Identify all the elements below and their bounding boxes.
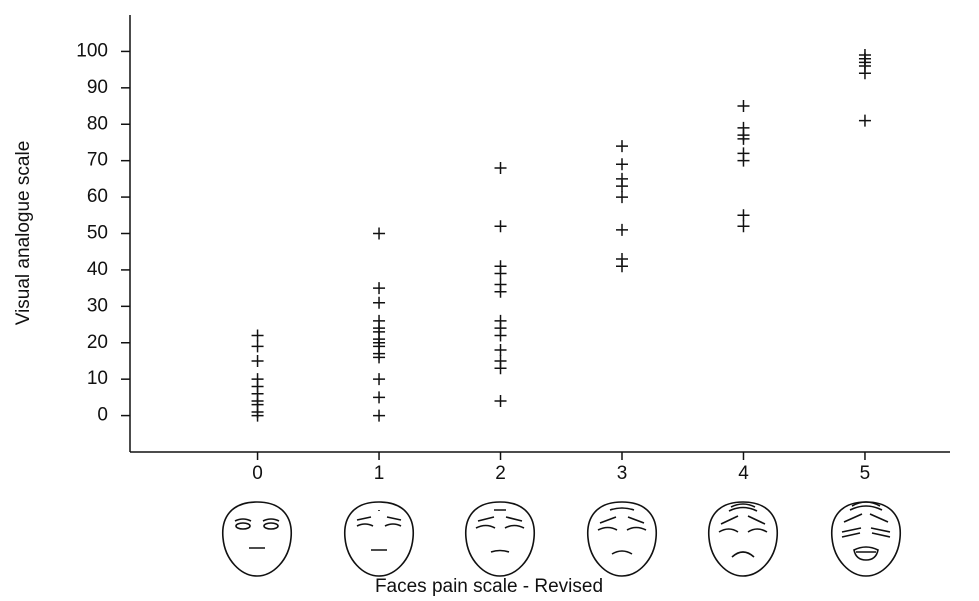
y-axis-label: Visual analogue scale [13,141,34,326]
point [495,162,507,174]
point [373,297,385,309]
face-icon [345,502,413,576]
point [616,191,628,203]
point [495,220,507,232]
face-icon [709,502,777,576]
point [373,228,385,240]
x-tick-label: 2 [495,463,506,484]
point [373,410,385,422]
y-tick-label: 0 [97,405,108,426]
y-tick-label: 100 [76,40,108,61]
point [737,209,749,221]
point [737,220,749,232]
face-icon [588,502,656,576]
y-tick-label: 20 [87,332,108,353]
y-tick-label: 60 [87,186,108,207]
point [373,373,385,385]
point [495,344,507,356]
y-tick-label: 30 [87,295,108,316]
point [495,395,507,407]
x-tick-label: 4 [738,463,749,484]
x-tick-label: 1 [374,463,385,484]
point [616,158,628,170]
point [616,260,628,272]
point [252,340,264,352]
y-tick-label: 70 [87,150,108,171]
y-tick-label: 40 [87,259,108,280]
face-icon [832,502,900,576]
point [616,140,628,152]
y-tick-label: 90 [87,77,108,98]
point [737,155,749,167]
x-tick-label: 3 [617,463,628,484]
point [859,67,871,79]
face-icon [223,502,291,576]
point [616,180,628,192]
point [737,100,749,112]
y-tick-label: 50 [87,223,108,244]
point [495,268,507,280]
y-tick-label: 80 [87,113,108,134]
face-icon [466,502,534,576]
point [859,115,871,127]
x-axis-label: Faces pain scale - Revised [375,576,603,597]
point [616,224,628,236]
x-tick-label: 0 [252,463,263,484]
x-tick-label: 5 [860,463,871,484]
point [495,286,507,298]
faces [223,502,900,576]
y-tick-label: 10 [87,368,108,389]
point [252,355,264,367]
point [495,329,507,341]
chart: Visual analogue scale Faces pain scale -… [0,0,979,601]
point [252,329,264,341]
point [495,362,507,374]
point [373,391,385,403]
point [373,282,385,294]
